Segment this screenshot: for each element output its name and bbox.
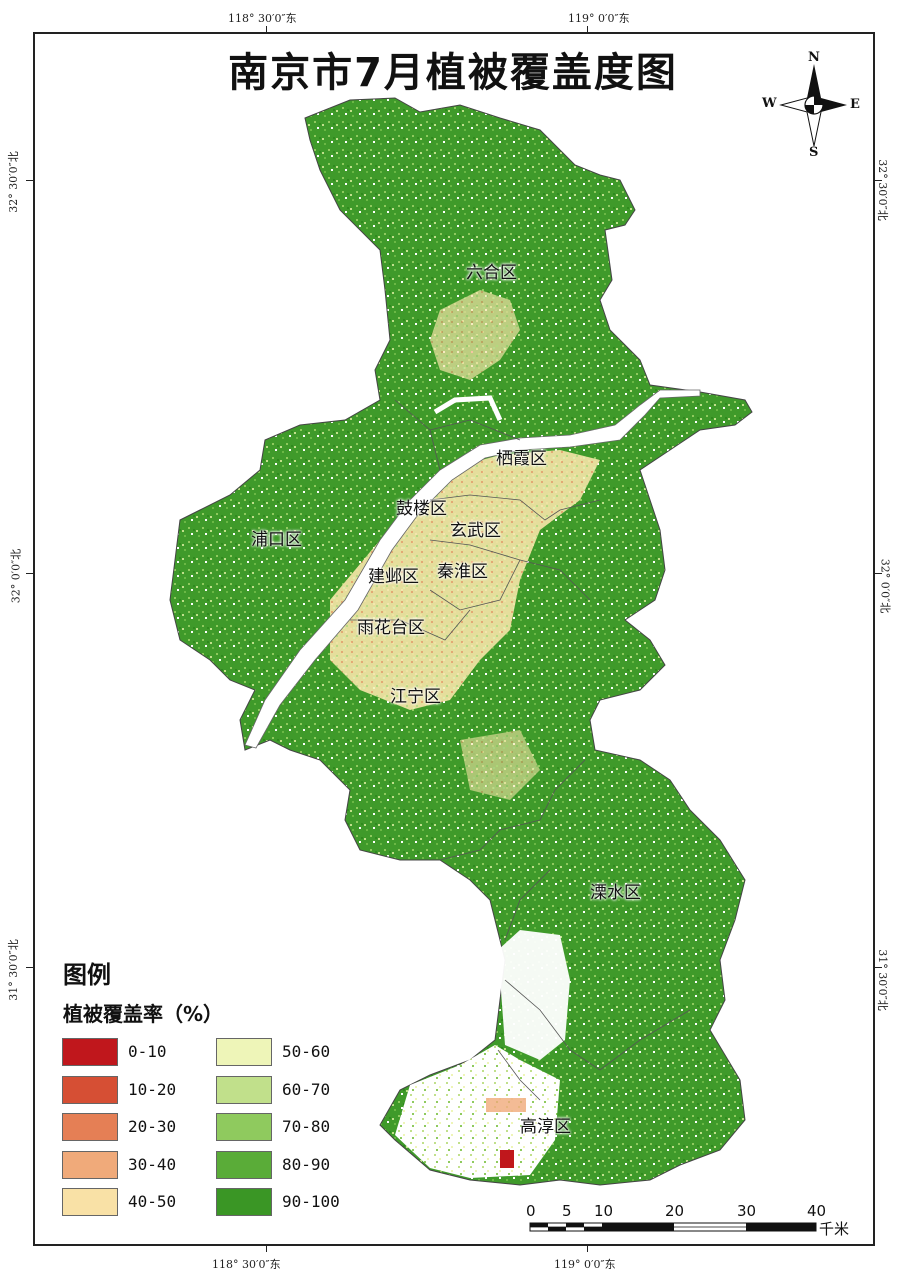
tick <box>875 967 882 968</box>
legend-subtitle: 植被覆盖率（%） <box>63 1002 224 1026</box>
scale-label-30: 30 <box>737 1202 757 1220</box>
tick <box>26 967 33 968</box>
compass-n: N <box>808 50 820 65</box>
district-label-jiangning: 江宁区 <box>390 687 441 707</box>
compass-w: W <box>762 96 777 111</box>
legend-label: 40-50 <box>128 1192 177 1211</box>
tick <box>266 26 267 33</box>
urban-south <box>460 730 540 800</box>
scale-unit: 千米 <box>819 1220 850 1238</box>
tick <box>26 573 33 574</box>
legend-item: 10-20 <box>62 1075 202 1104</box>
district-label-pukou: 浦口区 <box>251 530 302 550</box>
urban-core <box>330 450 600 710</box>
legend-item: 60-70 <box>216 1075 356 1104</box>
legend-label: 60-70 <box>282 1079 331 1099</box>
legend-swatch <box>216 1150 272 1179</box>
legend-label: 70-80 <box>282 1117 331 1136</box>
scale-label-40: 40 <box>807 1202 827 1220</box>
tick <box>26 180 33 181</box>
coord-top-right: 119° 0′0″东 <box>568 12 630 25</box>
map-frame <box>33 32 875 1246</box>
district-label-liuhe: 六合区 <box>466 263 517 283</box>
north-arrow-icon <box>779 64 847 147</box>
legend-item: 70-80 <box>216 1113 356 1141</box>
legend-label: 0-10 <box>128 1042 167 1061</box>
legend-swatch <box>216 1038 272 1066</box>
legend-title: 图例 <box>63 961 111 989</box>
district-label-gulou: 鼓楼区 <box>396 499 447 519</box>
scale-label-10: 10 <box>594 1202 614 1220</box>
legend-swatch <box>62 1075 118 1104</box>
legend-swatch <box>62 1113 118 1141</box>
low-coverage-patch <box>500 1150 514 1168</box>
legend-label: 20-30 <box>128 1117 177 1136</box>
legend-swatch <box>216 1188 272 1216</box>
tick <box>587 26 588 33</box>
legend-item: 30-40 <box>62 1150 202 1179</box>
legend-label: 80-90 <box>282 1154 331 1174</box>
legend-item: 40-50 <box>62 1188 202 1216</box>
map-title: 南京市7月植被覆盖度图 <box>228 50 678 96</box>
legend-swatch <box>62 1150 118 1179</box>
district-label-lishui: 溧水区 <box>590 883 641 903</box>
scale-bar <box>529 1222 817 1232</box>
tick <box>875 180 882 181</box>
legend-swatch <box>62 1038 118 1066</box>
legend-item: 90-100 <box>216 1188 356 1216</box>
coord-bottom-right: 119° 0′0″东 <box>554 1258 616 1271</box>
legend-item: 20-30 <box>62 1113 202 1141</box>
coord-bottom-left: 118° 30′0″东 <box>212 1258 281 1271</box>
tick <box>266 1245 267 1252</box>
legend-label: 50-60 <box>282 1042 331 1061</box>
tick <box>587 1245 588 1252</box>
scale-label-5: 5 <box>562 1202 572 1220</box>
patch <box>486 1098 526 1112</box>
scale-label-20: 20 <box>665 1202 685 1220</box>
tick <box>875 573 882 574</box>
compass-e: E <box>850 97 860 112</box>
legend-label: 30-40 <box>128 1154 177 1174</box>
legend-item: 50-60 <box>216 1038 356 1066</box>
legend-swatch <box>216 1075 272 1104</box>
coord-top-left: 118° 30′0″东 <box>228 12 297 25</box>
legend-swatch <box>62 1188 118 1216</box>
district-label-qinhuai: 秦淮区 <box>437 562 488 582</box>
legend-item: 0-10 <box>62 1038 202 1066</box>
district-label-gaochun: 高淳区 <box>520 1117 571 1137</box>
district-label-xuanwu: 玄武区 <box>450 521 501 541</box>
urban-north <box>430 290 520 380</box>
legend-swatch <box>216 1113 272 1141</box>
yangtze-river <box>244 389 701 749</box>
compass-s: S <box>809 145 819 160</box>
legend-label: 10-20 <box>128 1079 177 1099</box>
district-label-jianye: 建邺区 <box>368 567 419 587</box>
district-label-qixia: 栖霞区 <box>496 449 547 469</box>
legend-item: 80-90 <box>216 1150 356 1179</box>
sparse-lake-north <box>498 930 570 1060</box>
district-boundaries <box>350 399 691 1101</box>
district-label-yuhuatai: 雨花台区 <box>357 618 425 638</box>
legend-label: 90-100 <box>282 1192 340 1211</box>
scale-label-0: 0 <box>526 1202 536 1220</box>
